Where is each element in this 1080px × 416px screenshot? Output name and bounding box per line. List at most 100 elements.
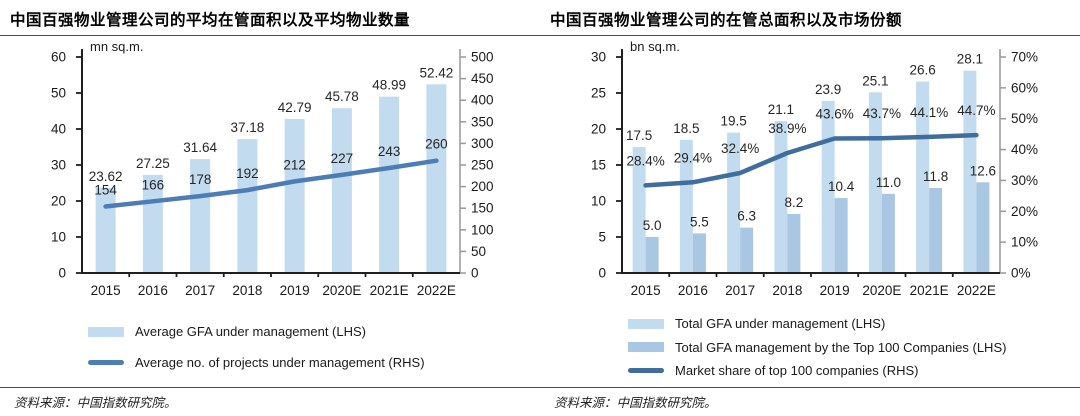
svg-text:5.5: 5.5 bbox=[690, 214, 709, 229]
svg-text:2020E: 2020E bbox=[862, 283, 901, 298]
svg-text:2015: 2015 bbox=[631, 283, 661, 298]
svg-text:5: 5 bbox=[598, 230, 606, 245]
svg-text:52.42: 52.42 bbox=[419, 65, 453, 80]
legend-bar-swatch bbox=[88, 326, 124, 337]
svg-text:60%: 60% bbox=[1011, 80, 1038, 95]
svg-text:50: 50 bbox=[51, 86, 66, 101]
svg-text:bn sq.m.: bn sq.m. bbox=[630, 39, 680, 54]
svg-text:27.25: 27.25 bbox=[136, 156, 170, 171]
legend-item: Total GFA management by the Top 100 Comp… bbox=[628, 341, 1080, 354]
svg-text:2017: 2017 bbox=[185, 283, 215, 298]
svg-text:2021E: 2021E bbox=[910, 283, 949, 298]
svg-text:21.1: 21.1 bbox=[768, 102, 794, 117]
legend-bar-swatch bbox=[628, 318, 664, 329]
svg-text:17.5: 17.5 bbox=[626, 128, 652, 143]
legend-label: Total GFA management by the Top 100 Comp… bbox=[675, 339, 1007, 355]
svg-text:2019: 2019 bbox=[280, 283, 310, 298]
svg-text:0: 0 bbox=[471, 266, 479, 281]
svg-text:20: 20 bbox=[591, 122, 606, 137]
svg-text:350: 350 bbox=[471, 114, 494, 129]
svg-text:26.6: 26.6 bbox=[909, 62, 935, 77]
svg-text:154: 154 bbox=[94, 182, 117, 197]
svg-text:44.1%: 44.1% bbox=[910, 105, 948, 120]
svg-text:43.6%: 43.6% bbox=[815, 106, 853, 121]
svg-text:5.0: 5.0 bbox=[643, 218, 662, 233]
svg-text:10: 10 bbox=[591, 194, 606, 209]
svg-text:2018: 2018 bbox=[772, 283, 802, 298]
svg-text:28.4%: 28.4% bbox=[626, 153, 664, 168]
svg-text:48.99: 48.99 bbox=[372, 78, 406, 93]
legend-label: Market share of top 100 companies (RHS) bbox=[675, 362, 919, 378]
svg-text:260: 260 bbox=[425, 137, 448, 152]
svg-text:44.7%: 44.7% bbox=[957, 103, 995, 118]
svg-text:50: 50 bbox=[471, 244, 486, 259]
title-divider bbox=[540, 35, 1080, 36]
svg-text:0: 0 bbox=[58, 266, 66, 281]
svg-text:0: 0 bbox=[598, 266, 606, 281]
svg-text:19.5: 19.5 bbox=[720, 114, 746, 129]
svg-text:38.9%: 38.9% bbox=[768, 121, 806, 136]
page-title: 中国百强物业管理公司的在管总面积以及市场份额 bbox=[550, 12, 903, 29]
total-gfa-chart-canvas: 0 5 10 15 20 25 30 0% 10% 20% 30% 40% 50% 60% 70% bn sq… bbox=[591, 39, 1038, 298]
svg-text:25.1: 25.1 bbox=[862, 73, 888, 88]
svg-text:11.0: 11.0 bbox=[876, 175, 901, 190]
svg-text:2021E: 2021E bbox=[370, 283, 409, 298]
legend-line-swatch bbox=[88, 360, 124, 365]
svg-text:243: 243 bbox=[378, 144, 401, 159]
svg-text:40%: 40% bbox=[1011, 142, 1038, 157]
svg-text:31.64: 31.64 bbox=[183, 140, 217, 155]
right-chart-panel: 中国百强物业管理公司的在管总面积以及市场份额 0 5 10 15 20 25 30 0% 10%… bbox=[540, 0, 1080, 416]
svg-text:50%: 50% bbox=[1011, 111, 1038, 126]
svg-text:mn sq.m.: mn sq.m. bbox=[90, 39, 143, 54]
title-divider bbox=[0, 35, 540, 36]
svg-text:2020E: 2020E bbox=[322, 283, 361, 298]
svg-text:6.3: 6.3 bbox=[737, 209, 756, 224]
svg-text:2016: 2016 bbox=[678, 283, 708, 298]
svg-text:43.7%: 43.7% bbox=[863, 106, 901, 121]
svg-text:250: 250 bbox=[471, 158, 494, 173]
svg-text:2015: 2015 bbox=[91, 283, 121, 298]
chart-legend: Total GFA under management (LHS) Total GF… bbox=[540, 307, 1080, 387]
legend-label: Total GFA under management (LHS) bbox=[675, 316, 886, 332]
svg-text:37.18: 37.18 bbox=[230, 120, 264, 135]
svg-text:20: 20 bbox=[51, 194, 66, 209]
svg-text:10%: 10% bbox=[1011, 235, 1038, 250]
svg-text:500: 500 bbox=[471, 50, 494, 65]
svg-text:11.8: 11.8 bbox=[923, 169, 948, 184]
svg-text:28.1: 28.1 bbox=[957, 52, 983, 67]
svg-text:25: 25 bbox=[591, 86, 606, 101]
svg-text:70%: 70% bbox=[1011, 50, 1038, 65]
svg-text:192: 192 bbox=[236, 166, 259, 181]
svg-text:30: 30 bbox=[51, 158, 66, 173]
average-gfa-chart-canvas: 0 10 20 30 40 50 60 0 50 100 150 200 250 300 350 400 450… bbox=[51, 39, 494, 298]
svg-text:10.4: 10.4 bbox=[828, 179, 855, 194]
svg-text:30%: 30% bbox=[1011, 173, 1038, 188]
source-note: 资料来源：中国指数研究院。 bbox=[14, 396, 177, 410]
svg-text:166: 166 bbox=[142, 177, 165, 192]
footer-divider bbox=[0, 387, 540, 388]
svg-text:200: 200 bbox=[471, 179, 494, 194]
legend-bar-swatch bbox=[628, 342, 664, 352]
svg-text:212: 212 bbox=[283, 157, 306, 172]
svg-text:32.4%: 32.4% bbox=[721, 141, 759, 156]
svg-text:2022E: 2022E bbox=[957, 283, 996, 298]
legend-label: Average GFA under management (LHS) bbox=[135, 324, 366, 339]
svg-text:20%: 20% bbox=[1011, 204, 1038, 219]
svg-text:30: 30 bbox=[591, 50, 606, 65]
svg-text:40: 40 bbox=[51, 122, 66, 137]
svg-text:18.5: 18.5 bbox=[673, 121, 699, 136]
svg-text:23.62: 23.62 bbox=[89, 169, 123, 184]
legend-item: Average GFA under management (LHS) bbox=[88, 325, 540, 338]
svg-text:10: 10 bbox=[51, 230, 66, 245]
svg-text:150: 150 bbox=[471, 201, 494, 216]
chart-legend: Average GFA under management (LHS) Averag… bbox=[0, 307, 540, 387]
svg-text:2016: 2016 bbox=[138, 283, 168, 298]
svg-text:300: 300 bbox=[471, 136, 494, 151]
svg-text:227: 227 bbox=[331, 151, 354, 166]
svg-text:0%: 0% bbox=[1011, 266, 1031, 281]
legend-line-swatch bbox=[628, 367, 664, 373]
legend-item: Market share of top 100 companies (RHS) bbox=[628, 364, 1080, 377]
svg-text:2017: 2017 bbox=[725, 283, 755, 298]
svg-text:2022E: 2022E bbox=[417, 283, 456, 298]
svg-text:60: 60 bbox=[51, 50, 66, 65]
